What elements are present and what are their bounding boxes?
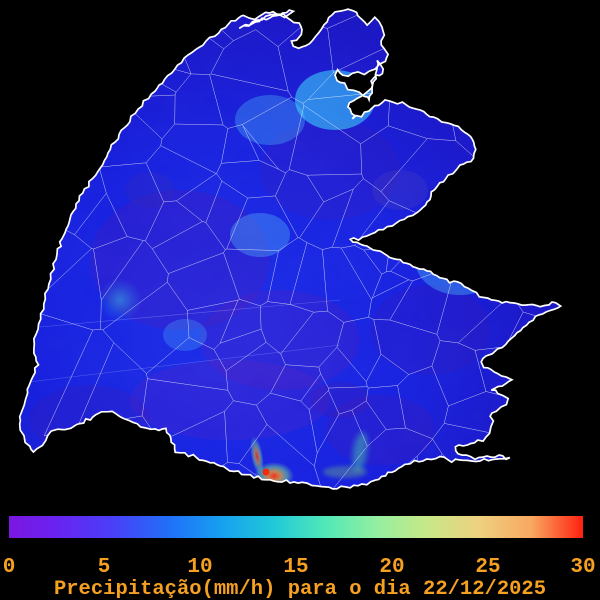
svg-text:20: 20: [379, 556, 404, 579]
svg-text:5: 5: [98, 556, 111, 579]
svg-text:Precipitação(mm/h) para o dia: Precipitação(mm/h) para o dia 22/12/2025: [54, 578, 546, 600]
svg-text:15: 15: [283, 556, 308, 579]
svg-text:0: 0: [3, 556, 16, 579]
svg-text:10: 10: [187, 556, 212, 579]
svg-text:30: 30: [570, 556, 595, 579]
svg-text:25: 25: [475, 556, 500, 579]
